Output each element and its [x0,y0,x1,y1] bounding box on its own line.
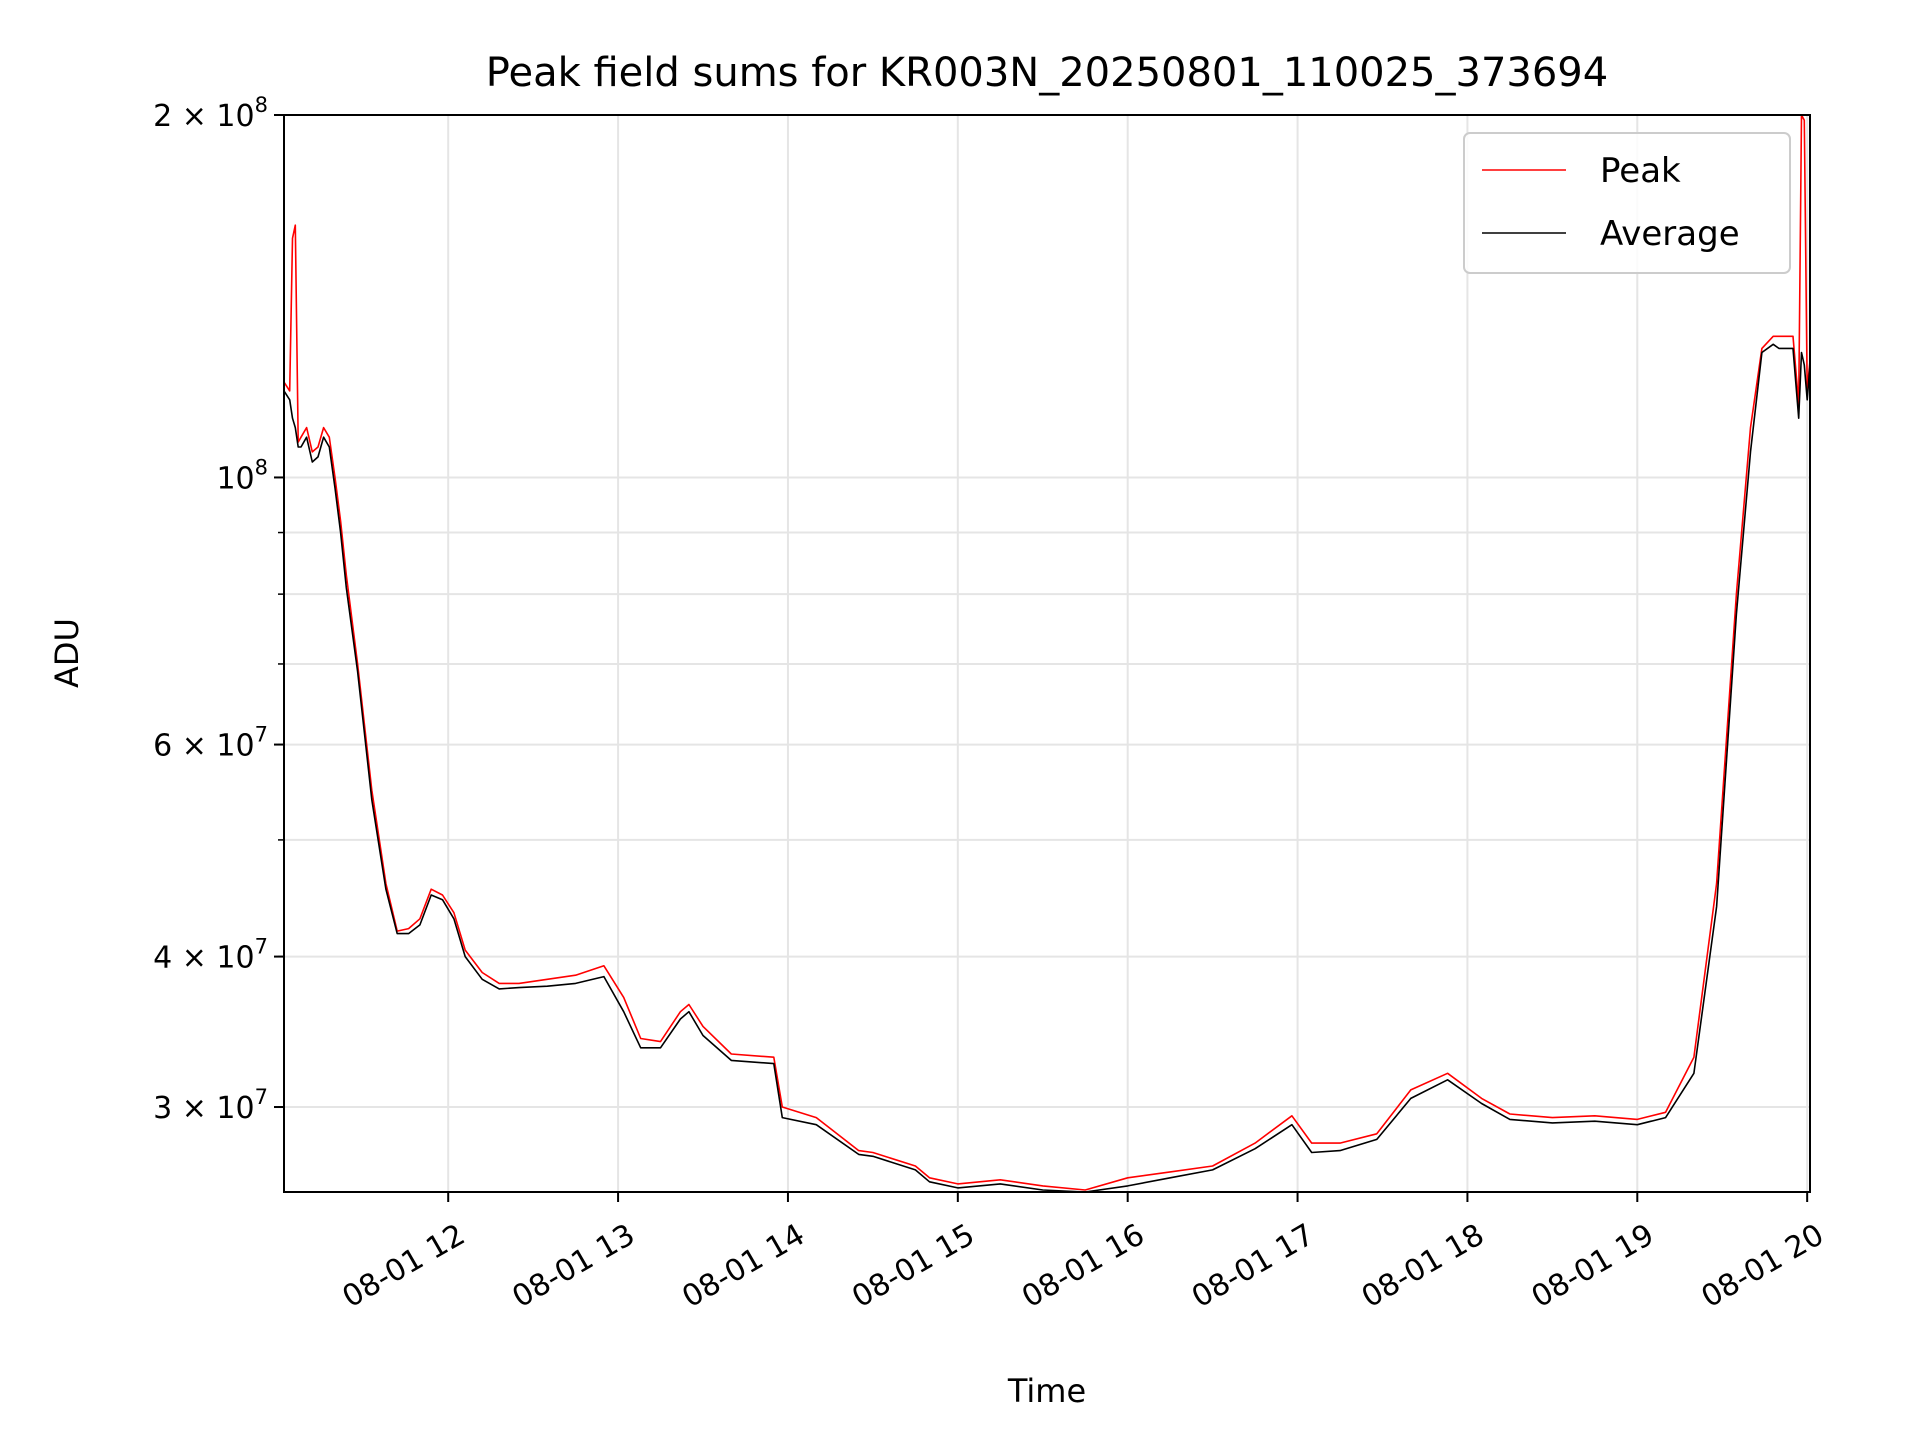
series-layer [283,114,1811,1193]
legend-box [1463,132,1791,274]
y-tick-label: 108 [216,455,268,496]
y-axis-title: ADU [48,618,86,688]
series-line-average [283,343,1811,1193]
y-axis: 2 × 108 108 6 × 107 4 × 107 3 × 107 [153,93,284,1126]
plot-frame [283,114,1811,1193]
legend-label-average: Average [1600,214,1740,254]
series-line-peak [283,114,1811,1191]
x-axis-title: Time [1007,1372,1086,1410]
legend-label-peak: Peak [1600,151,1681,191]
y-tick-label: 6 × 107 [153,723,268,764]
y-tick-label: 4 × 107 [153,935,268,976]
legend: Peak Average [1463,132,1791,274]
y-tick-label: 2 × 108 [153,93,268,134]
chart-title: Peak field sums for KR003N_20250801_1100… [486,50,1608,96]
y-tick-label: 3 × 107 [153,1085,268,1126]
